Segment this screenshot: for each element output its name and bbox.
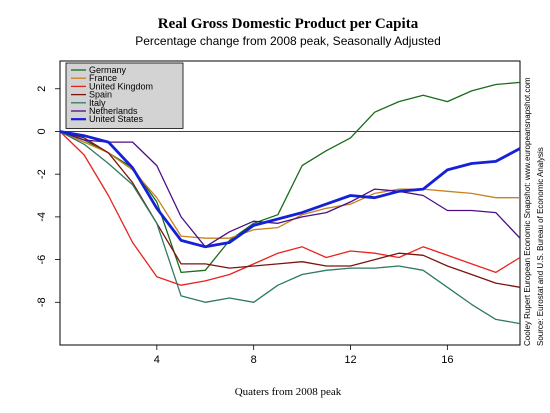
y-tick-label: 0 [36,128,48,134]
series-line-united-kingdom [59,131,521,286]
y-tick-label: -2 [36,169,48,179]
legend-label-france: France [89,73,117,83]
credit-line-source: Source: Eurostat and U.S. Bureau of Econ… [536,147,545,346]
y-tick-label: -4 [36,212,48,222]
x-tick-label: 12 [344,354,356,366]
series-line-united-states [59,130,521,249]
x-axis-ticks: 4 8 12 16 [154,345,453,366]
series-line-france [59,130,520,239]
legend-label-united-kingdom: United Kingdom [89,81,153,91]
y-tick-label: 2 [36,86,48,92]
legend-label-spain: Spain [89,90,112,100]
chart-subtitle: Percentage change from 2008 peak, Season… [135,34,441,48]
legend-label-netherlands: Netherlands [89,106,138,116]
x-tick-label: 8 [251,354,257,366]
series-line-italy [59,130,521,325]
series-lines [59,81,521,325]
series-line-spain [59,130,521,288]
legend-label-germany: Germany [89,65,127,75]
y-tick-label: -6 [36,255,48,265]
y-axis-ticks: 2 0 -2 -4 -6 -8 [36,86,60,307]
x-axis-label: Quaters from 2008 peak [235,386,342,398]
x-tick-label: 4 [154,354,160,366]
y-tick-label: -8 [36,297,48,307]
chart-title: Real Gross Domestic Product per Capita [158,16,419,32]
x-tick-label: 16 [441,354,453,366]
legend-label-italy: Italy [89,98,106,108]
series-line-netherlands [59,130,521,248]
plot-frame [59,60,521,346]
legend-box [65,62,184,129]
credit-line-snapshot: Cooley Rupert European Economic Snapshot… [523,77,532,346]
legend-label-united-states: United States [89,114,144,124]
